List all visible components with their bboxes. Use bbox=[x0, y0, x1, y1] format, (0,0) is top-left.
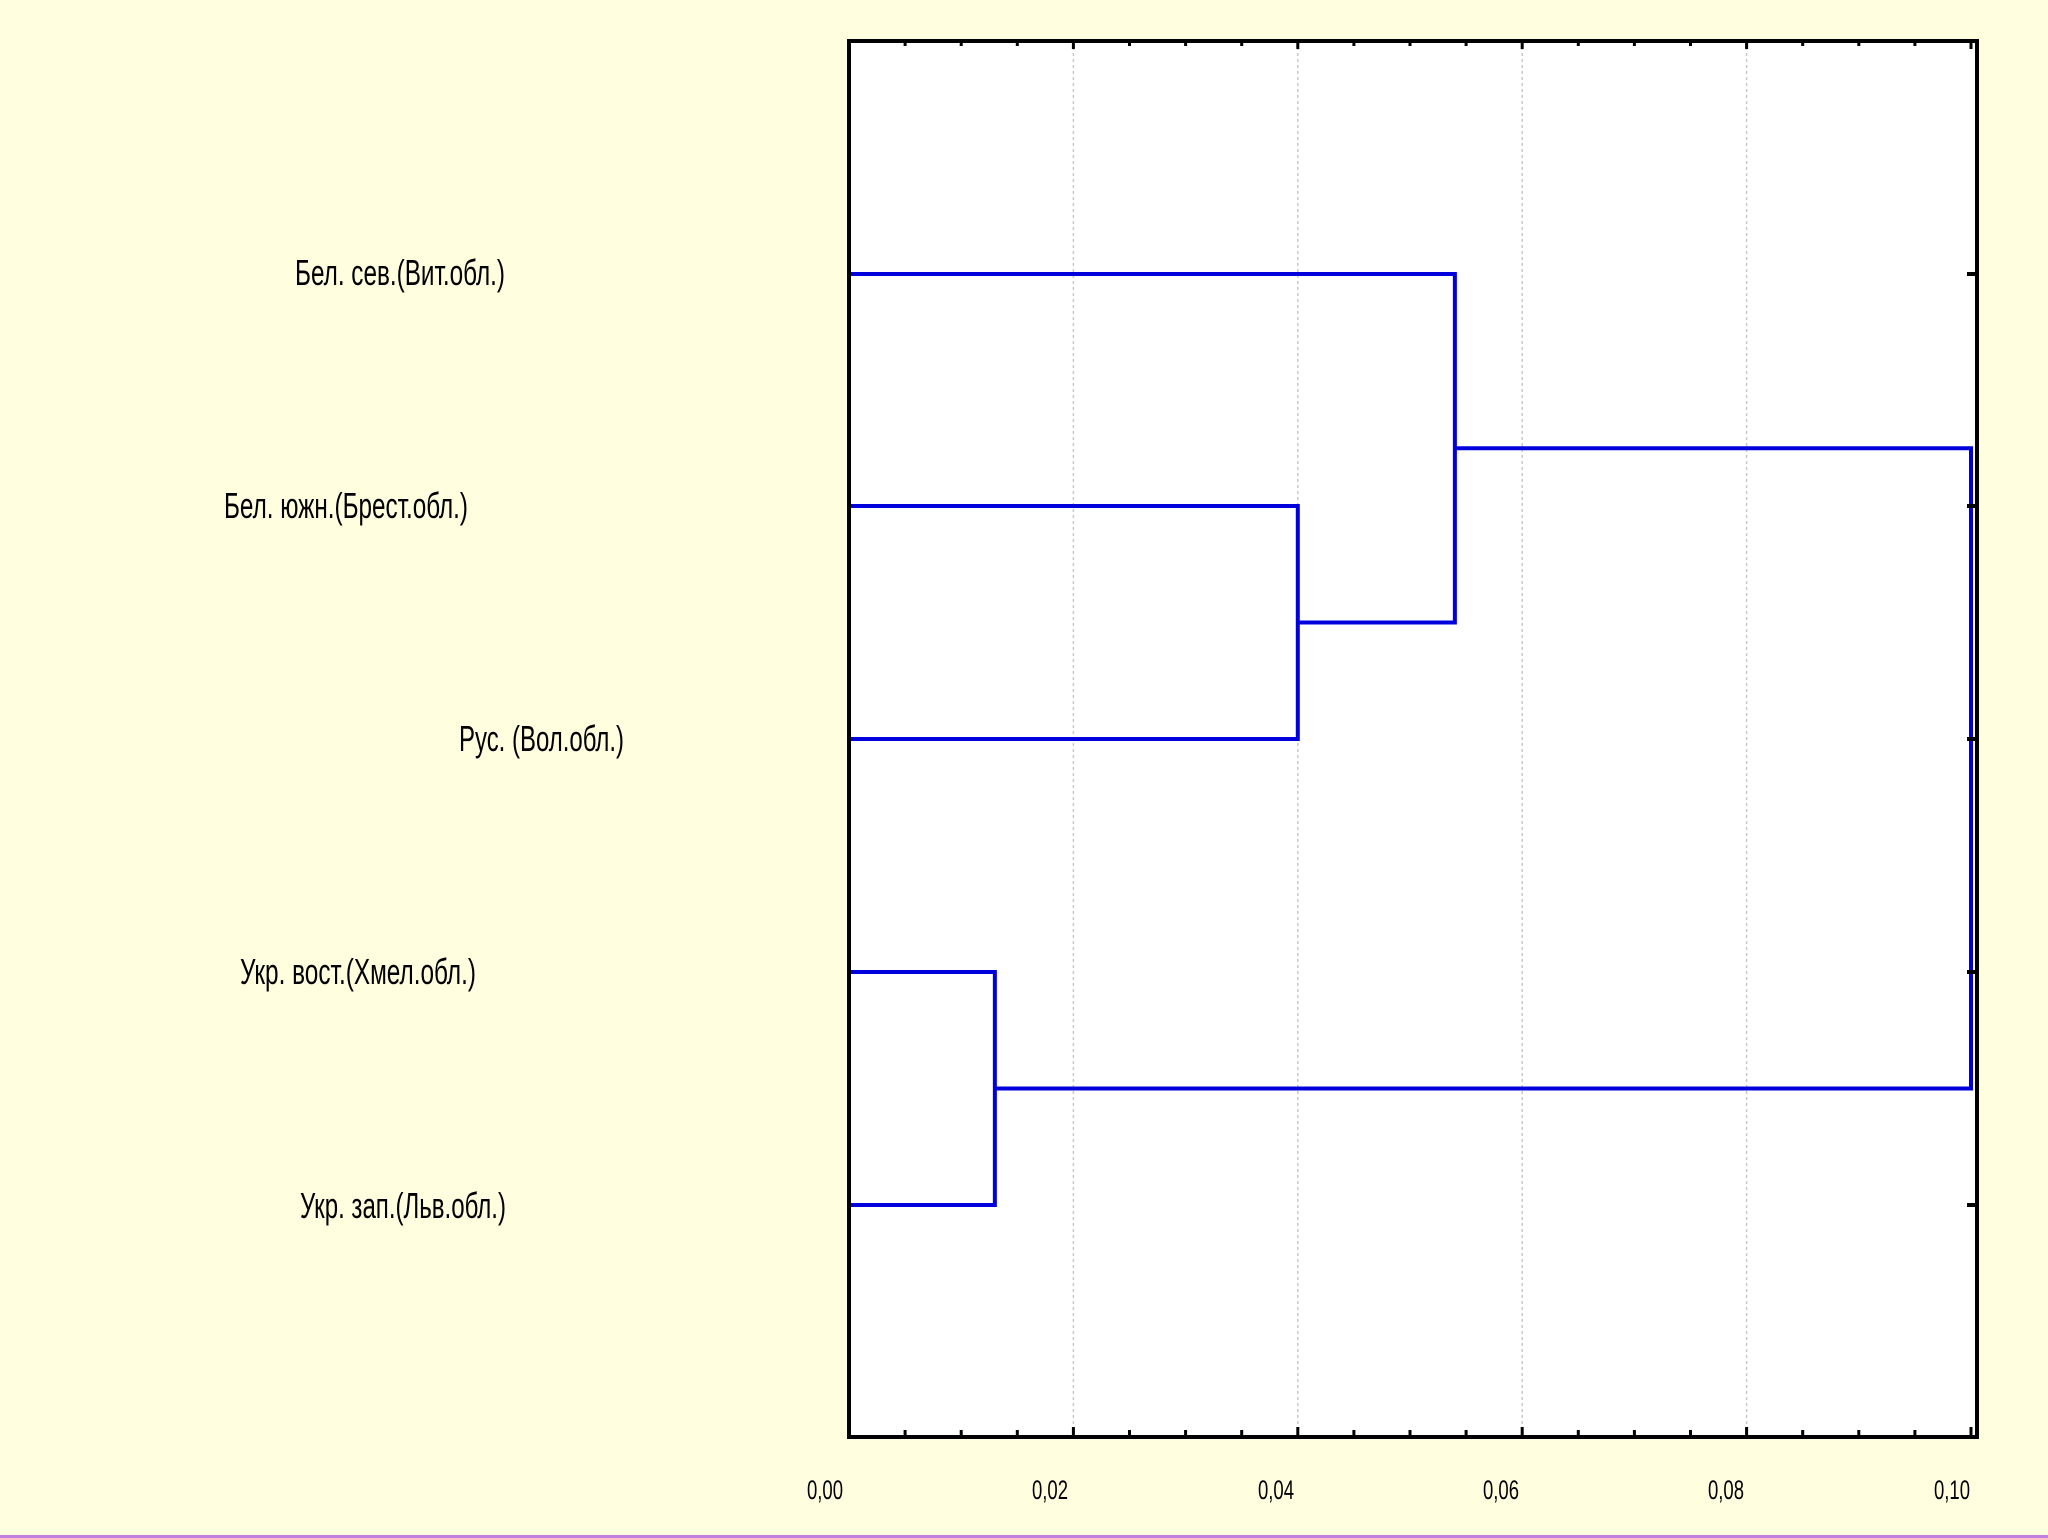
bottom-border bbox=[0, 1535, 2048, 1538]
leaf-labels: Бел. сев.(Вит.обл.) Бел. южн.(Брест.обл.… bbox=[224, 252, 624, 1226]
leaf-label-rus: Рус. (Вол.обл.) bbox=[459, 718, 624, 759]
leaf-label-bel-sev: Бел. сев.(Вит.обл.) bbox=[295, 252, 505, 293]
x-tick-label-1: 0,02 bbox=[1032, 1475, 1068, 1505]
dendrogram-branch-4 bbox=[994, 446, 1973, 1091]
x-tick-label-3: 0,06 bbox=[1483, 1475, 1519, 1505]
x-tick-labels: 0,00 0,02 0,04 0,06 0,08 0,10 bbox=[807, 1475, 1970, 1505]
x-tick-label-0: 0,00 bbox=[807, 1475, 843, 1505]
leaf-label-ukr-zap: Укр. зап.(Льв.обл.) bbox=[300, 1185, 506, 1226]
leaf-label-ukr-vost: Укр. вост.(Хмел.обл.) bbox=[240, 951, 476, 992]
x-tick-label-2: 0,04 bbox=[1258, 1475, 1294, 1505]
axis-ticks bbox=[847, 41, 1977, 1437]
leaf-label-bel-yuzhn: Бел. южн.(Брест.обл.) bbox=[224, 485, 468, 526]
x-tick-label-5: 0,10 bbox=[1934, 1475, 1970, 1505]
x-tick-label-4: 0,08 bbox=[1708, 1475, 1744, 1505]
dendrogram-branches bbox=[849, 272, 1973, 1207]
